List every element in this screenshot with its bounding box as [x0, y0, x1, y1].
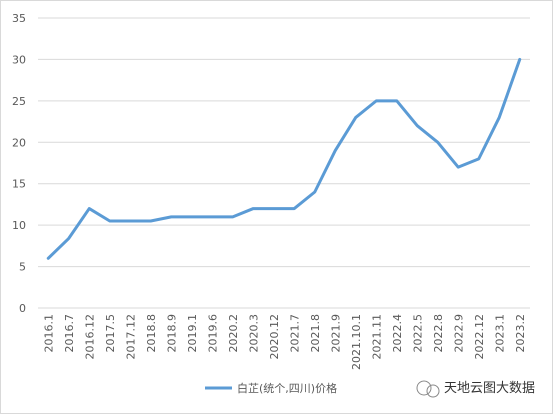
x-tick-label: 2019.6 [206, 314, 219, 353]
x-tick-label: 2022.12 [473, 314, 486, 360]
y-tick-label: 30 [12, 53, 26, 66]
x-tick-label: 2021.7 [288, 314, 301, 353]
watermark-text: 天地云图大数据 [444, 381, 535, 396]
y-tick-label: 35 [12, 12, 26, 25]
x-tick-label: 2022.5 [411, 314, 424, 353]
x-tick-label: 2021.11 [370, 314, 383, 360]
y-tick-label: 25 [12, 95, 26, 108]
y-tick-label: 10 [12, 219, 26, 232]
x-tick-label: 2016.1 [42, 314, 55, 353]
x-tick-label: 2021.8 [309, 314, 322, 353]
x-tick-label: 2020.3 [247, 314, 260, 353]
x-tick-label: 2023.2 [514, 314, 527, 353]
x-tick-label: 2021.10.1 [350, 314, 363, 370]
x-tick-label: 2022.4 [391, 314, 404, 353]
x-tick-label: 2022.9 [452, 314, 465, 353]
x-tick-label: 2020.2 [227, 314, 240, 353]
y-tick-label: 20 [12, 136, 26, 149]
watermark: 天地云图大数据 [416, 380, 535, 398]
x-tick-label: 2019.1 [186, 314, 199, 353]
y-tick-label: 15 [12, 178, 26, 191]
x-tick-label: 2017.5 [104, 314, 117, 353]
watermark-icon [426, 384, 440, 398]
x-tick-label: 2023.1 [493, 314, 506, 353]
y-tick-label: 0 [19, 302, 26, 315]
x-tick-label: 2016.7 [63, 314, 76, 353]
x-tick-label: 2018.9 [165, 314, 178, 353]
x-tick-label: 2021.9 [329, 314, 342, 353]
x-tick-label: 2016.12 [83, 314, 96, 360]
y-tick-label: 5 [19, 261, 26, 274]
x-tick-label: 2020.12 [268, 314, 281, 360]
watermark-icon [416, 380, 432, 396]
data-line [46, 57, 522, 260]
x-tick-label: 2017.12 [124, 314, 137, 360]
x-tick-label: 2022.8 [432, 314, 445, 353]
legend-label: 白芷(统个,四川)价格 [237, 381, 337, 395]
x-tick-label: 2018.8 [145, 314, 158, 353]
